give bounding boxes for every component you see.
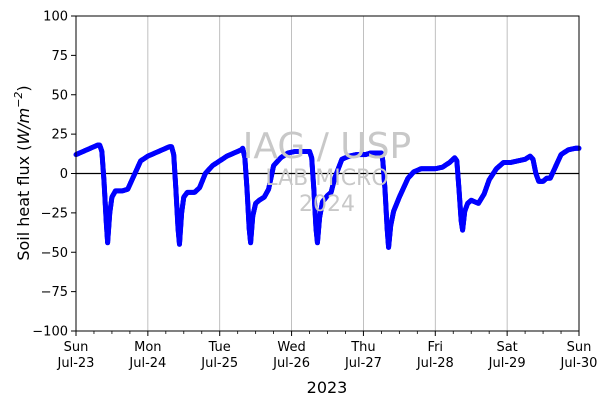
x-tick-label-day: Fri: [428, 340, 444, 355]
y-tick-label: 50: [51, 88, 68, 103]
y-axis-title-prefix: Soil heat flux (: [14, 145, 33, 261]
x-tick-label-date: Jul-24: [128, 356, 166, 371]
x-tick-label-day: Sat: [496, 340, 517, 355]
y-tick-label: −50: [41, 246, 68, 261]
x-tick-label-date: Jul-29: [488, 356, 526, 371]
x-tick-label-day: Sun: [64, 340, 89, 355]
y-tick-label: 0: [60, 167, 68, 182]
x-tick-label-date: Jul-26: [272, 356, 310, 371]
y-tick-label: −100: [32, 325, 68, 340]
watermark-line3: 2024: [299, 192, 355, 217]
x-tick-label-date: Jul-28: [416, 356, 454, 371]
data-points: [73, 142, 582, 251]
x-tick-label-date: Jul-25: [200, 356, 238, 371]
x-tick-label-day: Sun: [567, 340, 592, 355]
x-tick-label-date: Jul-30: [560, 356, 598, 371]
x-axis-title: 2023: [307, 378, 348, 397]
x-tick-label-date: Jul-27: [344, 356, 382, 371]
watermark-line1: IAG / USP: [243, 126, 411, 167]
y-axis-title: Soil heat flux (W/m−2): [12, 85, 33, 260]
watermark: IAG / USP LAB MICRO 2024: [243, 126, 411, 217]
y-tick-label: −25: [41, 206, 68, 221]
watermark-line2: LAB MICRO: [265, 166, 388, 191]
x-tick-label-day: Mon: [134, 340, 161, 355]
y-axis-title-exponent: −2: [12, 92, 25, 108]
y-tick-label: 100: [43, 10, 68, 25]
y-axis-title-suffix: ): [14, 85, 33, 91]
x-tick-label-day: Wed: [277, 340, 305, 355]
x-axis-ticks: SunJul-23MonJul-24TueJul-25WedJul-26ThuJ…: [57, 331, 598, 371]
y-tick-label: 25: [51, 128, 68, 143]
x-tick-label-day: Tue: [208, 340, 231, 355]
y-axis-title-unit: W/m: [14, 108, 33, 145]
y-tick-label: 75: [51, 49, 68, 64]
x-tick-label-date: Jul-23: [57, 356, 95, 371]
y-tick-label: −75: [41, 285, 68, 300]
y-axis-ticks: 100 75 50 25 0 −25 −50 −75 −100: [32, 10, 76, 340]
x-tick-label-day: Thu: [350, 340, 375, 355]
